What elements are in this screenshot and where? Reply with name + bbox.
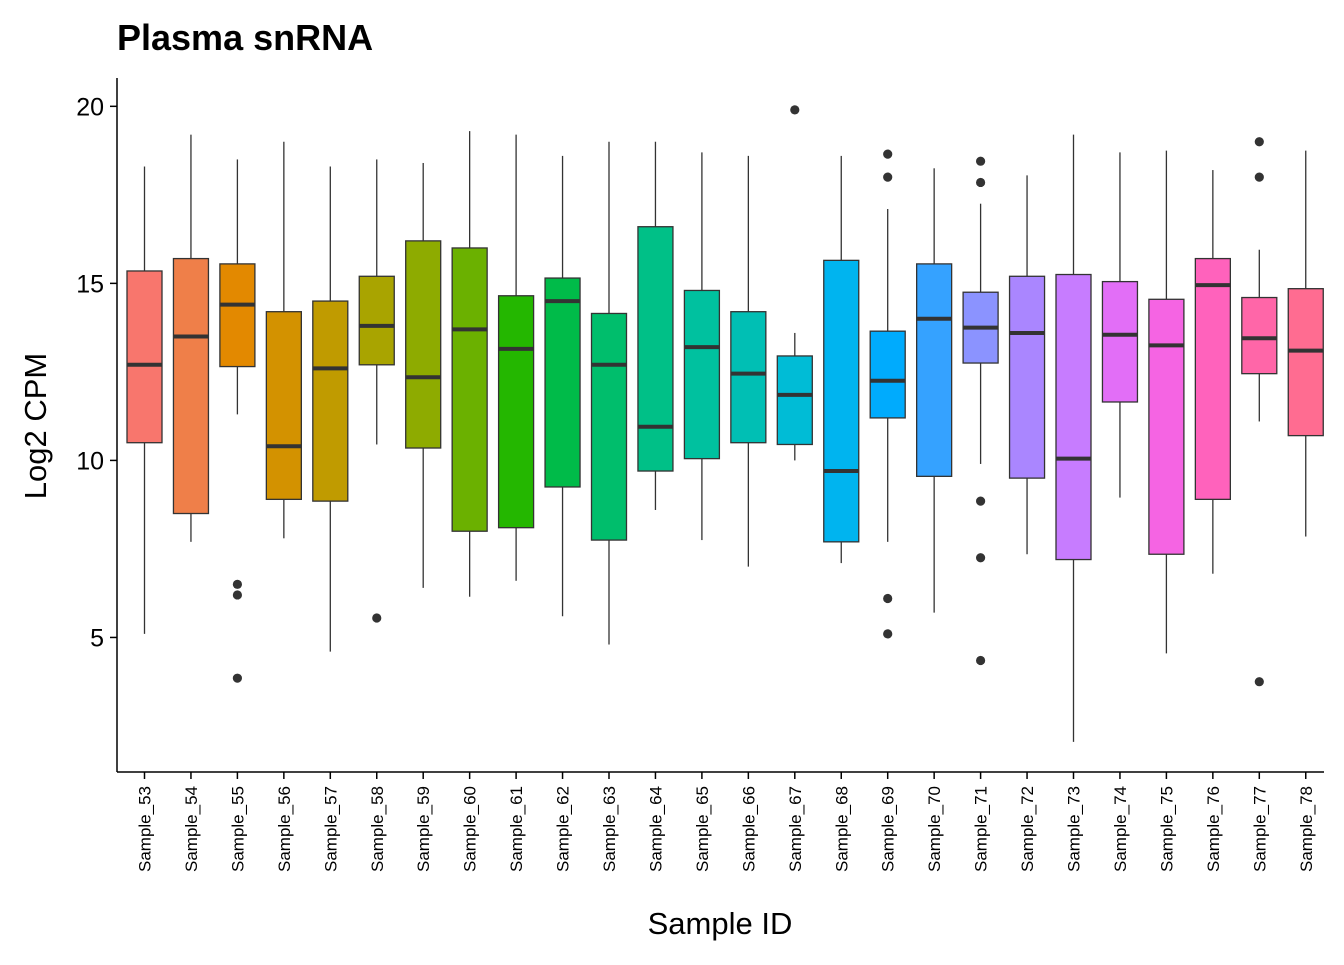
outlier-point <box>232 673 242 683</box>
outlier-point <box>232 590 242 600</box>
outlier-point <box>976 655 986 666</box>
box <box>776 355 813 446</box>
outlier-point <box>976 156 986 166</box>
outlier-point <box>1254 677 1264 687</box>
box <box>219 263 256 368</box>
box <box>405 240 442 449</box>
y-tick-label: 5 <box>90 624 104 652</box>
x-tick-label: Sample_66 <box>739 786 758 872</box>
x-tick-label: Sample_61 <box>507 786 526 872</box>
x-tick-label: Sample_74 <box>1111 786 1130 872</box>
x-axis-title: Sample ID <box>648 906 793 941</box>
x-tick-label: Sample_69 <box>879 786 898 872</box>
box <box>1148 298 1185 555</box>
x-tick-label: Sample_73 <box>1065 786 1084 872</box>
outlier-point <box>372 613 382 623</box>
x-tick-label: Sample_53 <box>136 786 155 872</box>
y-tick-label: 15 <box>76 270 104 298</box>
box <box>1287 288 1324 437</box>
x-tick-label: Sample_68 <box>832 786 851 872</box>
outlier-point <box>1254 137 1264 147</box>
x-tick-label: Sample_71 <box>972 786 991 872</box>
box <box>126 270 163 444</box>
box <box>590 312 628 541</box>
box <box>265 311 303 501</box>
x-tick-label: Sample_57 <box>321 786 340 872</box>
x-tick-label: Sample_63 <box>600 786 619 872</box>
x-tick-label: Sample_54 <box>182 786 201 872</box>
x-tick-label: Sample_60 <box>461 786 480 872</box>
x-tick-label: Sample_65 <box>693 786 712 872</box>
outlier-point <box>232 579 242 589</box>
outlier-point <box>976 496 986 506</box>
box <box>172 257 210 515</box>
plot-area: 5 10 15 20 Sample_53 Sample_54 Sample_55 Sample… <box>76 78 1324 872</box>
x-tick-label: Sample_56 <box>275 786 294 872</box>
x-tick-label: Sample_67 <box>786 786 805 872</box>
box <box>637 226 674 472</box>
outlier-point <box>976 553 986 563</box>
box <box>544 277 581 488</box>
x-tick-label: Sample_78 <box>1297 786 1316 872</box>
x-tick-label: Sample_62 <box>554 786 573 872</box>
box <box>683 289 721 460</box>
x-tick-label: Sample_75 <box>1157 786 1176 872</box>
outlier-point <box>790 105 800 115</box>
x-tick-label: Sample_58 <box>368 786 387 872</box>
box <box>312 300 349 502</box>
outlier-point <box>883 629 893 639</box>
outlier-point <box>976 177 986 188</box>
x-tick-label: Sample_76 <box>1204 786 1223 872</box>
box <box>823 259 860 543</box>
chart-title: Plasma snRNA <box>117 17 373 58</box>
box <box>730 311 767 444</box>
x-tick-label: Sample_72 <box>1018 786 1037 872</box>
box <box>1194 257 1231 501</box>
outlier-point <box>883 172 893 182</box>
box <box>1241 296 1278 375</box>
x-tick-label: Sample_55 <box>228 786 247 872</box>
outlier-point <box>883 593 893 604</box>
y-tick-label: 10 <box>76 447 104 475</box>
box <box>916 263 953 477</box>
x-tick-label: Sample_77 <box>1250 786 1269 872</box>
box <box>358 275 395 366</box>
x-tick-label: Sample_64 <box>646 786 665 872</box>
x-tick-label: Sample_59 <box>414 786 433 872</box>
box <box>1055 273 1092 561</box>
box <box>451 247 488 532</box>
outlier-point <box>1254 172 1264 182</box>
box <box>869 330 906 419</box>
y-tick-label: 20 <box>76 93 104 121</box>
box <box>1101 280 1139 403</box>
box <box>1008 275 1046 479</box>
box <box>497 295 535 529</box>
x-tick-label: Sample_70 <box>925 786 944 872</box>
outlier-point <box>883 149 893 159</box>
y-axis-title: Log2 CPM <box>18 353 53 499</box>
